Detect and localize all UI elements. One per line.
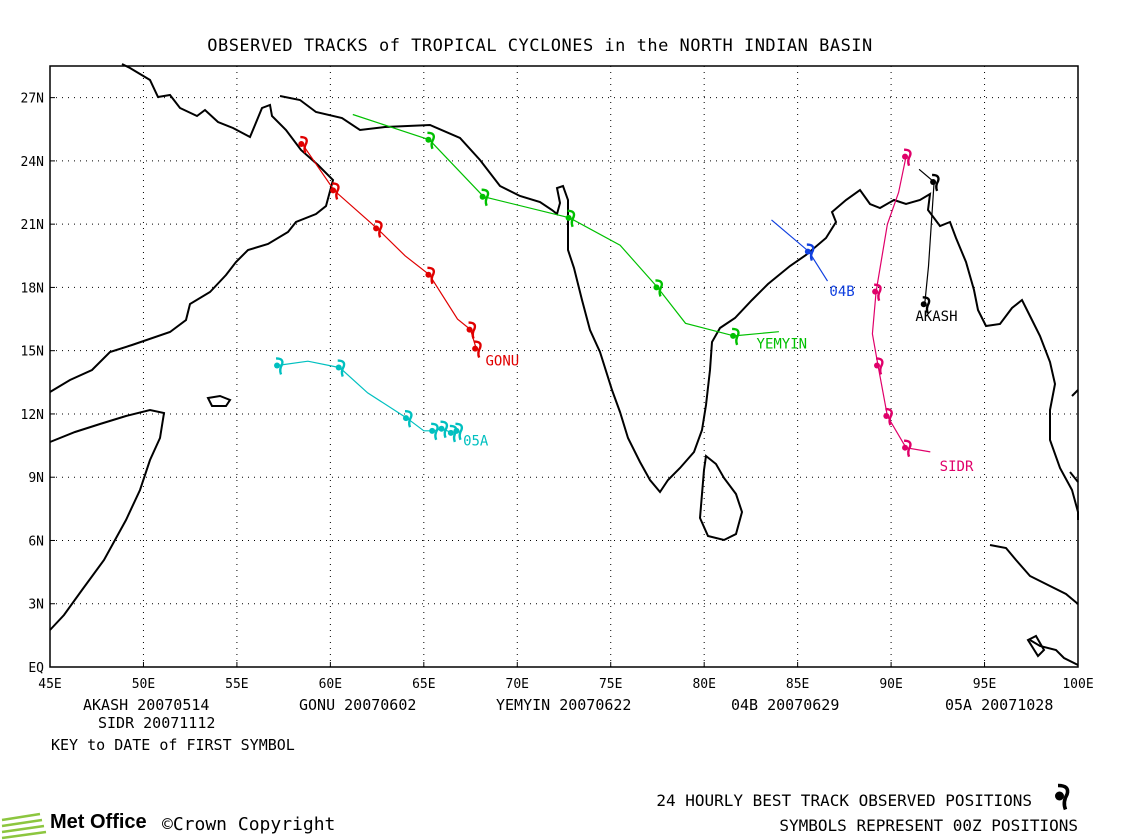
key-yemyin: YEMYIN 20070622: [496, 696, 632, 714]
storm-track-yemyin: YEMYIN: [352, 113, 808, 353]
lon-tick-label: 90E: [879, 677, 902, 692]
storm-tracks: GONU YEMYIN 04B AKASH SIDR 05A: [274, 113, 974, 475]
coastline-socotra: [206, 394, 232, 407]
cyclone-symbol: [429, 422, 439, 441]
key-akash: AKASH 20070514: [83, 696, 210, 714]
lat-tick-label: 9N: [28, 471, 44, 486]
lat-tick-label: 27N: [21, 92, 44, 107]
met-office-logo: Met Office: [50, 811, 147, 833]
coastlines: [49, 63, 1079, 666]
cyclone-symbol: [274, 357, 284, 375]
lon-tick-label: 70E: [506, 677, 529, 692]
coastline-malay-south: [1029, 639, 1079, 666]
lon-tick-label: 65E: [412, 677, 435, 692]
cyclone-symbol: [920, 296, 931, 314]
lat-tick-label: 6N: [28, 534, 44, 549]
lon-tick-label: 95E: [973, 677, 996, 692]
cyclone-symbol: [335, 359, 346, 377]
lon-tick-label: 100E: [1062, 677, 1093, 692]
cyclone-symbol: [804, 243, 815, 262]
cyclone-symbol: [373, 220, 383, 238]
lat-tick-label: 18N: [21, 281, 44, 296]
cyclone-symbol: [425, 266, 436, 285]
track-line: [771, 219, 829, 282]
cyclone-symbol: [330, 182, 340, 200]
lon-tick-label: 45E: [38, 677, 61, 692]
lon-tick-label: 60E: [319, 677, 342, 692]
legend-note-positions: 24 HOURLY BEST TRACK OBSERVED POSITIONS: [656, 791, 1032, 810]
storm-label: SIDR: [940, 459, 974, 475]
storm-label: 05A: [463, 434, 489, 450]
coastline-malay: [989, 544, 1079, 605]
track-line: [277, 360, 458, 434]
coastline-east: [1071, 389, 1079, 397]
cyclone-symbol: [438, 420, 449, 439]
map-frame: [49, 65, 1079, 668]
cyclone-symbol: [565, 209, 576, 228]
coastline-sumatra: [1069, 471, 1079, 483]
cyclone-symbol: [479, 188, 490, 207]
cyclone-symbol: [874, 357, 884, 375]
cyclone-symbol: [402, 409, 413, 428]
track-line: [871, 156, 931, 453]
coastline-sri-lanka: [698, 454, 744, 542]
map-title: OBSERVED TRACKS of TROPICAL CYCLONES in …: [207, 36, 873, 56]
lat-tick-label: 15N: [21, 345, 44, 360]
lat-tick-label: 24N: [21, 155, 44, 170]
lon-tick-label: 80E: [692, 677, 715, 692]
key-sidr: SIDR 20071112: [98, 714, 216, 732]
lat-tick-label: EQ: [28, 661, 44, 676]
storm-track-04b: 04B: [771, 219, 855, 300]
coastline-andaman: [1026, 634, 1046, 658]
cyclone-symbol: [653, 279, 664, 297]
met-office-logo-icon: [1, 812, 47, 840]
cyclone-symbol: [902, 439, 912, 458]
cyclone-symbol: [425, 131, 436, 150]
storm-track-sidr: SIDR: [871, 148, 974, 475]
coastline-africa: [49, 408, 166, 631]
key-04b: 04B 20070629: [731, 696, 840, 714]
cyclone-symbol: [883, 407, 893, 426]
lon-tick-label: 85E: [786, 677, 809, 692]
legend-note-symbols: SYMBOLS REPRESENT 00Z POSITIONS: [779, 816, 1078, 835]
cyclone-symbol-legend-icon: [1055, 783, 1070, 811]
track-line: [918, 168, 935, 305]
track-line: [352, 113, 779, 337]
axis-ticks: 45E 50E 55E 60E 65E 70E 75E 80E 85E 90E 95E 100E EQ 3…: [21, 92, 1094, 692]
cyclone-symbol: [930, 173, 940, 192]
cyclone-symbol: [453, 422, 464, 441]
lat-tick-label: 12N: [21, 408, 44, 423]
key-title: KEY to DATE of FIRST SYMBOL: [51, 736, 295, 754]
cyclone-symbol: [730, 327, 740, 346]
storm-label: 04B: [829, 284, 854, 300]
storm-track-gonu: GONU: [298, 135, 519, 369]
key-gonu: GONU 20070602: [299, 696, 417, 714]
cyclone-symbol: [298, 135, 308, 154]
coastline-arabia: [49, 63, 335, 393]
storm-label: AKASH: [915, 309, 957, 325]
cyclone-symbol: [902, 148, 912, 167]
storm-track-akash: AKASH: [915, 168, 958, 325]
storm-track-05a: 05A: [274, 357, 489, 450]
crown-copyright: ©Crown Copyright: [162, 814, 336, 835]
graticule-grid: [50, 66, 1078, 667]
lat-tick-label: 3N: [28, 598, 44, 613]
storm-label: YEMYIN: [757, 337, 808, 353]
coastline-iran-india-west: [279, 95, 1079, 520]
lat-tick-label: 21N: [21, 218, 44, 233]
cyclone-symbol: [472, 340, 482, 359]
storm-label: GONU: [485, 353, 519, 369]
key-05a: 05A 20071028: [945, 696, 1054, 714]
lon-tick-label: 50E: [132, 677, 155, 692]
lon-tick-label: 55E: [225, 677, 248, 692]
lon-tick-label: 75E: [599, 677, 622, 692]
cyclone-symbol: [872, 283, 882, 302]
cyclone-symbol: [466, 321, 477, 340]
